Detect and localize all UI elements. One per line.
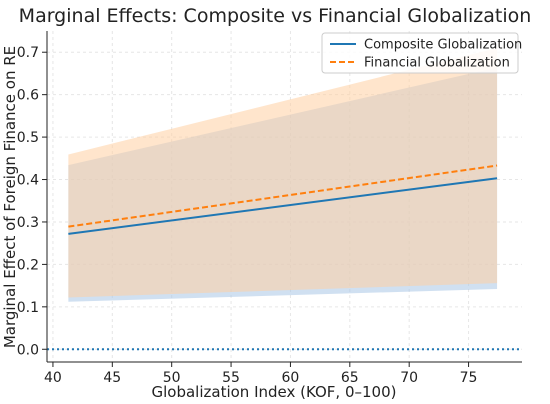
y-tick-label-4: 0.4 [17, 173, 39, 189]
legend-label-composite: Composite Globalization [364, 38, 522, 53]
y-tick-label-5: 0.5 [17, 130, 39, 146]
x-tick-label-5: 65 [341, 370, 359, 386]
x-tick-label-7: 75 [460, 370, 478, 386]
series-lines [47, 164, 522, 351]
x-tick-label-0: 40 [44, 370, 62, 386]
x-tick-label-1: 45 [103, 370, 121, 386]
series-line-composite [68, 177, 498, 235]
y-tick-label-6: 0.6 [17, 88, 39, 104]
y-tick-label-7: 0.7 [17, 45, 39, 61]
x-tick-label-2: 50 [163, 370, 181, 386]
y-tick-label-2: 0.2 [17, 257, 39, 273]
y-tick-label-3: 0.3 [17, 215, 39, 231]
chart-title: Marginal Effects: Composite vs Financial… [19, 5, 532, 27]
series-line-financial [68, 164, 498, 228]
legend: Composite Globalization Financial Global… [321, 32, 522, 74]
y-tick-label-0: 0.0 [17, 342, 39, 358]
legend-label-financial: Financial Globalization [364, 56, 510, 71]
x-tick-label-6: 70 [400, 370, 418, 386]
x-tick-label-3: 55 [222, 370, 240, 386]
y-tick-label-1: 0.1 [17, 300, 39, 316]
x-tick-label-4: 60 [282, 370, 300, 386]
y-axis-title: Marginal Effect of Foreign Finance on RE [1, 46, 19, 348]
legend-frame [321, 32, 519, 74]
confidence-bands [68, 47, 498, 302]
ci-band-financial [68, 47, 498, 298]
ticks: 40 45 50 55 60 65 70 75 0.0 0.1 0.2 0.3 0.4 0.5 0.6 0.7 [17, 45, 478, 386]
x-axis-title: Globalization Index (KOF, 0–100) [151, 383, 396, 401]
